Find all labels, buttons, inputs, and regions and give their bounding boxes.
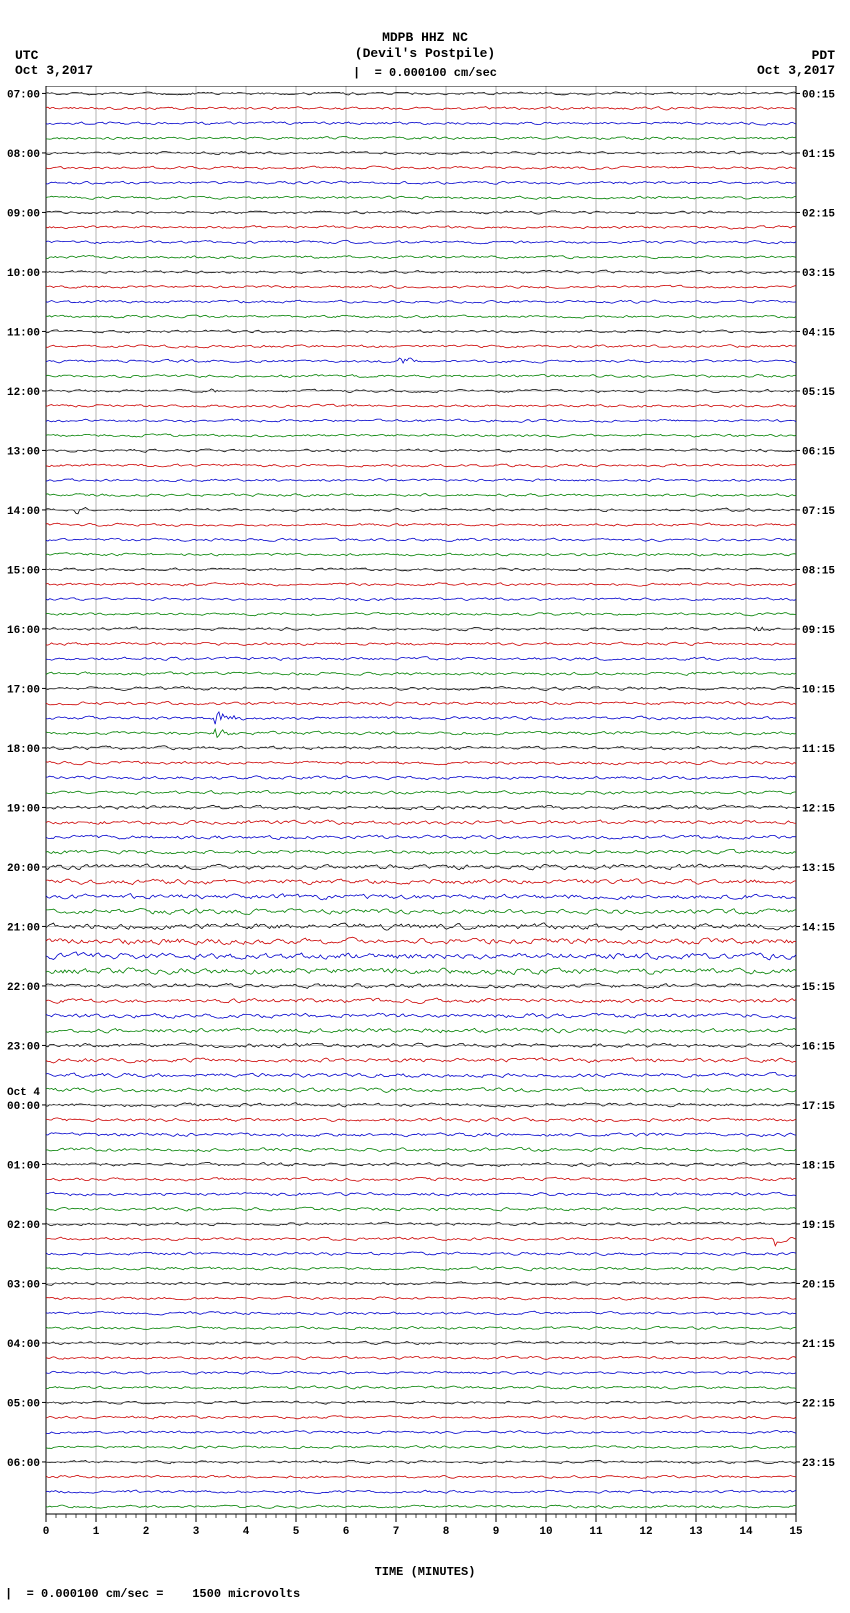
svg-text:20:00: 20:00 bbox=[7, 863, 40, 875]
svg-text:02:15: 02:15 bbox=[802, 208, 835, 220]
svg-text:12: 12 bbox=[639, 1526, 652, 1538]
svg-text:07:00: 07:00 bbox=[7, 89, 40, 101]
svg-text:10:00: 10:00 bbox=[7, 268, 40, 280]
svg-text:21:15: 21:15 bbox=[802, 1339, 835, 1351]
svg-text:10: 10 bbox=[539, 1526, 552, 1538]
svg-text:00:00: 00:00 bbox=[7, 1101, 40, 1113]
svg-text:17:15: 17:15 bbox=[802, 1101, 835, 1113]
svg-text:16:15: 16:15 bbox=[802, 1041, 835, 1053]
svg-text:21:00: 21:00 bbox=[7, 922, 40, 934]
station-name: (Devil's Postpile) bbox=[0, 46, 850, 61]
svg-text:23:15: 23:15 bbox=[802, 1458, 835, 1470]
x-axis-label: TIME (MINUTES) bbox=[0, 1565, 850, 1579]
svg-text:23:00: 23:00 bbox=[7, 1041, 40, 1053]
svg-text:13: 13 bbox=[689, 1526, 703, 1538]
svg-text:03:15: 03:15 bbox=[802, 268, 835, 280]
svg-text:13:15: 13:15 bbox=[802, 863, 835, 875]
svg-text:14: 14 bbox=[739, 1526, 753, 1538]
svg-text:02:00: 02:00 bbox=[7, 1220, 40, 1232]
svg-text:9: 9 bbox=[493, 1526, 500, 1538]
svg-text:18:15: 18:15 bbox=[802, 1160, 835, 1172]
svg-text:09:15: 09:15 bbox=[802, 625, 835, 637]
svg-text:01:00: 01:00 bbox=[7, 1160, 40, 1172]
svg-text:8: 8 bbox=[443, 1526, 450, 1538]
station-code: MDPB HHZ NC bbox=[0, 30, 850, 45]
svg-text:15: 15 bbox=[789, 1526, 803, 1538]
svg-text:4: 4 bbox=[243, 1526, 250, 1538]
svg-text:20:15: 20:15 bbox=[802, 1279, 835, 1291]
svg-text:06:00: 06:00 bbox=[7, 1458, 40, 1470]
svg-text:11:15: 11:15 bbox=[802, 744, 835, 756]
svg-text:00:15: 00:15 bbox=[802, 89, 835, 101]
svg-text:7: 7 bbox=[393, 1526, 400, 1538]
svg-text:5: 5 bbox=[293, 1526, 300, 1538]
svg-text:10:15: 10:15 bbox=[802, 684, 835, 696]
svg-text:12:00: 12:00 bbox=[7, 387, 40, 399]
svg-text:04:00: 04:00 bbox=[7, 1339, 40, 1351]
svg-text:11: 11 bbox=[589, 1526, 603, 1538]
svg-text:1: 1 bbox=[93, 1526, 100, 1538]
svg-text:09:00: 09:00 bbox=[7, 208, 40, 220]
footer-scale-note: | = 0.000100 cm/sec = 1500 microvolts bbox=[5, 1587, 300, 1601]
svg-text:08:15: 08:15 bbox=[802, 565, 835, 577]
svg-text:19:00: 19:00 bbox=[7, 803, 40, 815]
svg-text:11:00: 11:00 bbox=[7, 327, 40, 339]
svg-text:22:00: 22:00 bbox=[7, 982, 40, 994]
svg-text:22:15: 22:15 bbox=[802, 1398, 835, 1410]
svg-text:06:15: 06:15 bbox=[802, 446, 835, 458]
svg-text:04:15: 04:15 bbox=[802, 327, 835, 339]
svg-text:12:15: 12:15 bbox=[802, 803, 835, 815]
svg-text:13:00: 13:00 bbox=[7, 446, 40, 458]
seismogram-plot: 07:00 00:15 08:00 01:15 09:00 02:15 10:00 03:15… bbox=[0, 86, 850, 1546]
svg-text:03:00: 03:00 bbox=[7, 1279, 40, 1291]
svg-text:16:00: 16:00 bbox=[7, 625, 40, 637]
svg-text:15:15: 15:15 bbox=[802, 982, 835, 994]
svg-text:15:00: 15:00 bbox=[7, 565, 40, 577]
svg-text:3: 3 bbox=[193, 1526, 200, 1538]
svg-text:05:00: 05:00 bbox=[7, 1398, 40, 1410]
svg-text:Oct 4: Oct 4 bbox=[7, 1087, 40, 1099]
svg-text:14:15: 14:15 bbox=[802, 922, 835, 934]
svg-text:6: 6 bbox=[343, 1526, 350, 1538]
svg-text:18:00: 18:00 bbox=[7, 744, 40, 756]
svg-text:17:00: 17:00 bbox=[7, 684, 40, 696]
svg-text:2: 2 bbox=[143, 1526, 150, 1538]
svg-text:14:00: 14:00 bbox=[7, 506, 40, 518]
scale-text: | = 0.000100 cm/sec bbox=[0, 66, 850, 80]
svg-text:01:15: 01:15 bbox=[802, 149, 835, 161]
svg-text:19:15: 19:15 bbox=[802, 1220, 835, 1232]
svg-text:08:00: 08:00 bbox=[7, 149, 40, 161]
svg-text:07:15: 07:15 bbox=[802, 506, 835, 518]
svg-text:05:15: 05:15 bbox=[802, 387, 835, 399]
svg-text:0: 0 bbox=[43, 1526, 50, 1538]
